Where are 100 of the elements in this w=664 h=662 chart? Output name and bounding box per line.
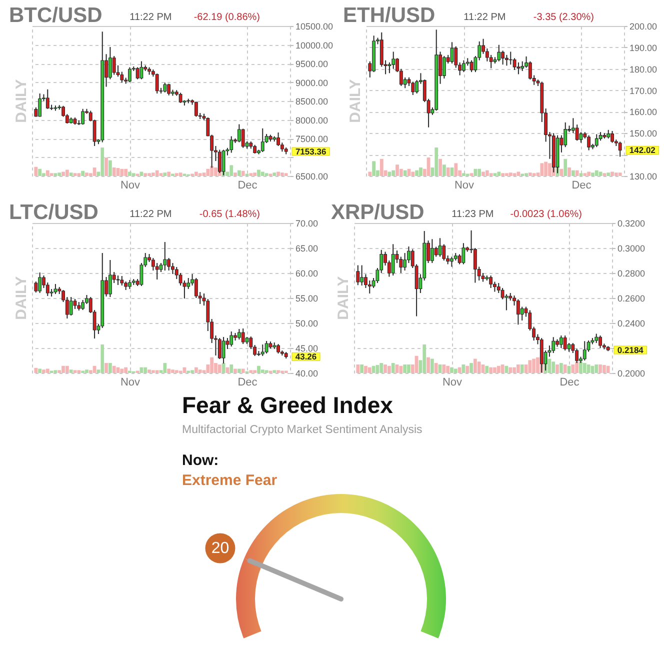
- bar: [88, 370, 92, 373]
- bar: [112, 167, 116, 176]
- bar: [155, 170, 159, 176]
- bar: [594, 364, 598, 373]
- bar: [132, 173, 136, 176]
- bar: [62, 172, 65, 176]
- candlestick: [237, 328, 241, 340]
- bar: [606, 366, 610, 373]
- y-tick-label: 130.00: [630, 172, 658, 182]
- bar: [544, 162, 548, 176]
- candlestick: [516, 62, 520, 75]
- bar: [257, 366, 260, 373]
- x-tick-label: Dec: [238, 180, 258, 192]
- bar: [85, 172, 88, 176]
- candlestick: [34, 281, 38, 293]
- bar: [124, 367, 128, 373]
- bar: [505, 173, 508, 176]
- y-tick-label: 0.2600: [618, 294, 646, 304]
- bar: [602, 173, 606, 176]
- candlestick: [241, 328, 245, 344]
- bar: [606, 172, 610, 176]
- bar: [380, 363, 384, 373]
- bar: [210, 166, 214, 176]
- candlestick: [462, 60, 466, 73]
- bar: [272, 172, 276, 176]
- y-tick-label: 0.3000: [618, 244, 646, 254]
- text: -62.19 (0.86%): [194, 12, 260, 23]
- bar: [174, 370, 178, 373]
- y-tick-label: 10500.00: [296, 22, 334, 32]
- y-tick-label: 7500.00: [296, 134, 328, 144]
- y-tick-label: 160.00: [630, 107, 658, 118]
- bar: [430, 358, 434, 373]
- bar: [391, 363, 395, 373]
- bar: [403, 364, 407, 373]
- x-tick-label: Nov: [120, 376, 141, 388]
- candlestick: [230, 331, 234, 347]
- bar: [516, 172, 520, 176]
- candlestick: [450, 256, 454, 268]
- bar: [128, 172, 132, 176]
- bar: [372, 161, 376, 176]
- bar: [65, 366, 69, 373]
- bar: [54, 173, 58, 176]
- bar: [598, 364, 602, 373]
- text: -0.65 (1.48%): [199, 209, 260, 220]
- bar: [360, 364, 364, 373]
- bar: [387, 366, 391, 373]
- bar: [508, 172, 512, 176]
- bar: [489, 173, 493, 176]
- candlestick: [230, 136, 234, 154]
- text: 142.02: [629, 145, 656, 156]
- x-tick-label: Dec: [560, 376, 580, 388]
- x-tick-label: Nov: [442, 376, 463, 388]
- bar: [124, 168, 128, 176]
- candlestick: [260, 344, 264, 356]
- y-tick-label: 170.00: [630, 86, 658, 96]
- candlestick: [155, 73, 159, 94]
- candlestick: [116, 275, 120, 286]
- bar: [415, 170, 419, 176]
- bar: [198, 173, 202, 176]
- bar: [253, 370, 257, 373]
- bar: [368, 367, 372, 373]
- text: 43.26: [295, 352, 317, 362]
- candlestick: [38, 272, 42, 294]
- candlestick: [504, 294, 508, 311]
- bar: [148, 370, 151, 373]
- bar: [237, 170, 241, 176]
- bar: [58, 370, 62, 373]
- bar: [65, 170, 69, 176]
- bar: [210, 357, 214, 373]
- bar: [73, 370, 77, 373]
- candlestick: [594, 134, 598, 148]
- chart-title: LTC/USD: [9, 201, 98, 224]
- candlestick: [136, 66, 140, 80]
- bar: [556, 364, 559, 373]
- bar: [399, 366, 403, 373]
- bar: [260, 172, 264, 176]
- text: Now:: [182, 452, 219, 469]
- y-tick-label: 50.00: [296, 318, 318, 328]
- bar: [85, 370, 88, 373]
- y-tick-label: 0.3200: [618, 218, 646, 228]
- y-tick-label: 200.00: [630, 22, 658, 32]
- bar: [151, 370, 155, 373]
- bar: [62, 366, 65, 373]
- bar: [34, 368, 38, 373]
- bar: [230, 364, 234, 373]
- bar: [368, 172, 372, 176]
- candlestick: [260, 128, 264, 152]
- bar: [559, 363, 563, 373]
- bar: [151, 172, 155, 176]
- bar: [571, 170, 575, 176]
- bar: [478, 168, 482, 176]
- bar: [446, 167, 450, 176]
- bar: [144, 173, 148, 176]
- candlestick: [497, 44, 501, 62]
- bar: [38, 168, 42, 176]
- candlestick: [520, 60, 524, 72]
- bar: [516, 364, 520, 373]
- y-tick-label: 0.2800: [618, 268, 646, 278]
- bar: [508, 367, 512, 373]
- bar: [264, 370, 268, 373]
